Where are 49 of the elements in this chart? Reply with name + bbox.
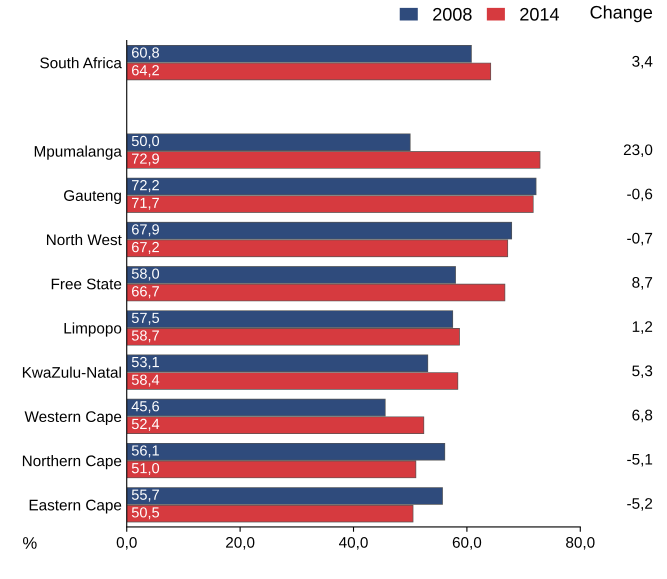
y-tick-label: Western Cape xyxy=(24,411,122,426)
text: -0,7 xyxy=(627,232,652,246)
data-label: 72,9 xyxy=(132,153,159,166)
y-tick-label: Free State xyxy=(52,278,122,290)
text: 8,7 xyxy=(632,276,652,290)
text: Change xyxy=(590,5,652,22)
x-tick-label: 60,0 xyxy=(452,537,482,550)
data-label: 51,0 xyxy=(132,463,160,476)
text: 6,8 xyxy=(632,410,652,422)
text: -0,6 xyxy=(627,188,652,202)
y-tick-label: Eastern Cape xyxy=(30,500,122,514)
y-tick-label: KwaZulu-Natal xyxy=(22,366,121,378)
data-label: 58,0 xyxy=(132,268,160,281)
x-axis-title: % xyxy=(23,537,37,549)
data-label: 71,7 xyxy=(132,198,159,210)
y-tick-label: Mpumalanga xyxy=(34,146,122,160)
data-label: 52,4 xyxy=(132,418,160,431)
x-tick-label: 20,0 xyxy=(226,537,254,550)
data-label: 72,2 xyxy=(132,180,159,192)
data-label: 50,5 xyxy=(132,507,160,520)
data-label: 53,1 xyxy=(132,356,159,369)
y-tick-label: South Africa xyxy=(40,57,122,68)
y-tick-label: Limpopo xyxy=(64,322,122,337)
y-tick-label: Northern Cape xyxy=(22,455,122,470)
x-tick-label: 0,0 xyxy=(116,537,137,550)
text: -5,1 xyxy=(627,454,652,466)
legend-label: 2014 xyxy=(520,8,559,21)
data-label: 66,7 xyxy=(132,286,159,298)
text: 3,4 xyxy=(632,56,652,69)
legend-label: 2008 xyxy=(433,8,472,21)
text: 5,3 xyxy=(632,365,652,378)
y-tick-label: North West xyxy=(46,234,122,246)
data-label: 58,7 xyxy=(132,330,159,342)
x-tick-label: 40,0 xyxy=(338,537,368,550)
data-label: 67,9 xyxy=(132,224,159,236)
data-label: 50,0 xyxy=(132,136,160,148)
data-label: 45,6 xyxy=(132,401,160,414)
data-label: 55,7 xyxy=(132,490,159,502)
text: 1,2 xyxy=(632,321,652,334)
data-label: 60,8 xyxy=(132,47,160,60)
data-label: 56,1 xyxy=(132,445,159,458)
text: 23,0 xyxy=(624,144,652,157)
data-label: 67,2 xyxy=(132,242,159,254)
data-label: 64,2 xyxy=(132,65,159,78)
y-tick-label: Gauteng xyxy=(64,190,121,204)
x-tick-label: 80,0 xyxy=(566,537,595,550)
text: -5,2 xyxy=(627,498,652,511)
data-label: 58,4 xyxy=(132,374,160,387)
data-label: 57,5 xyxy=(132,312,160,325)
